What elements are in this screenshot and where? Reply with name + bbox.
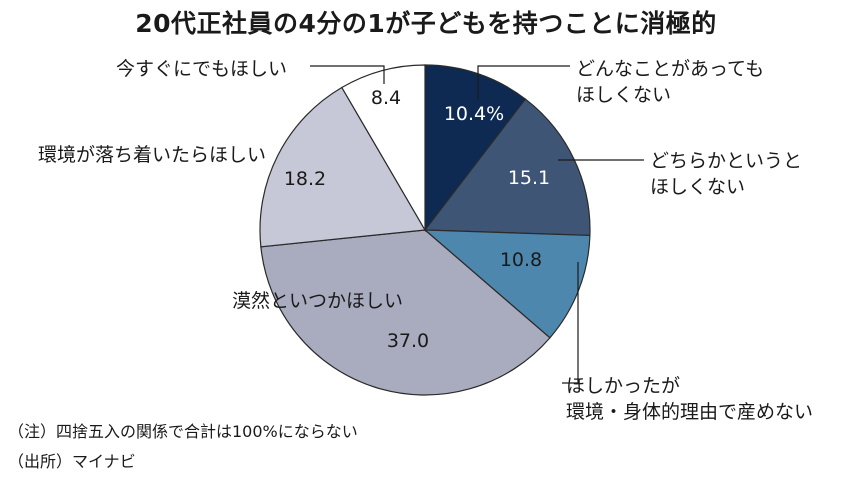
pie-slice-3 [260,229,551,396]
value-label-5: 8.4 [371,87,401,109]
category-label-0-line-0: どんなことがあっても [576,58,764,80]
value-label-2: 10.8 [500,249,542,271]
value-label-0: 10.4% [444,103,504,125]
pie-slice-5 [341,64,426,233]
category-label-5-line-0: 今すぐにでもほしい [116,58,287,80]
leader-line-2 [562,262,579,384]
footnote-rounding: （注）四捨五入の関係で合計は100%にならない [8,422,358,441]
value-label-3: 37.0 [387,330,429,352]
category-label-3-line-0: 漠然といつかほしい [232,290,403,312]
chart-title: 20代正社員の4分の1が子どもを持つことに消極的 [135,9,717,38]
category-labels: どんなことがあってもほしくないどちらかというとほしくないほしかったが環境・身体的… [38,58,813,423]
value-label-4: 18.2 [284,168,326,190]
category-label-0-line-1: ほしくない [576,84,671,106]
category-label-1-line-1: ほしくない [650,176,745,198]
category-label-1-line-0: どちらかというと [650,150,802,172]
category-label-2-line-0: ほしかったが [566,375,680,397]
value-labels: 10.4% 15.1 10.8 37.0 18.2 8.4 [284,87,550,352]
leader-lines [310,65,644,384]
pie-slice-2 [423,229,591,339]
pie-slices [259,64,591,396]
category-label-2-line-1: 環境・身体的理由で産めない [566,401,813,423]
leader-line-5 [310,65,385,84]
leader-line-0 [477,65,570,100]
category-label-4-line-0: 環境が落ち着いたらほしい [38,144,266,166]
value-label-1: 15.1 [508,167,550,189]
pie-slice-4 [259,86,426,248]
footnote-source: （出所）マイナビ [8,452,136,471]
